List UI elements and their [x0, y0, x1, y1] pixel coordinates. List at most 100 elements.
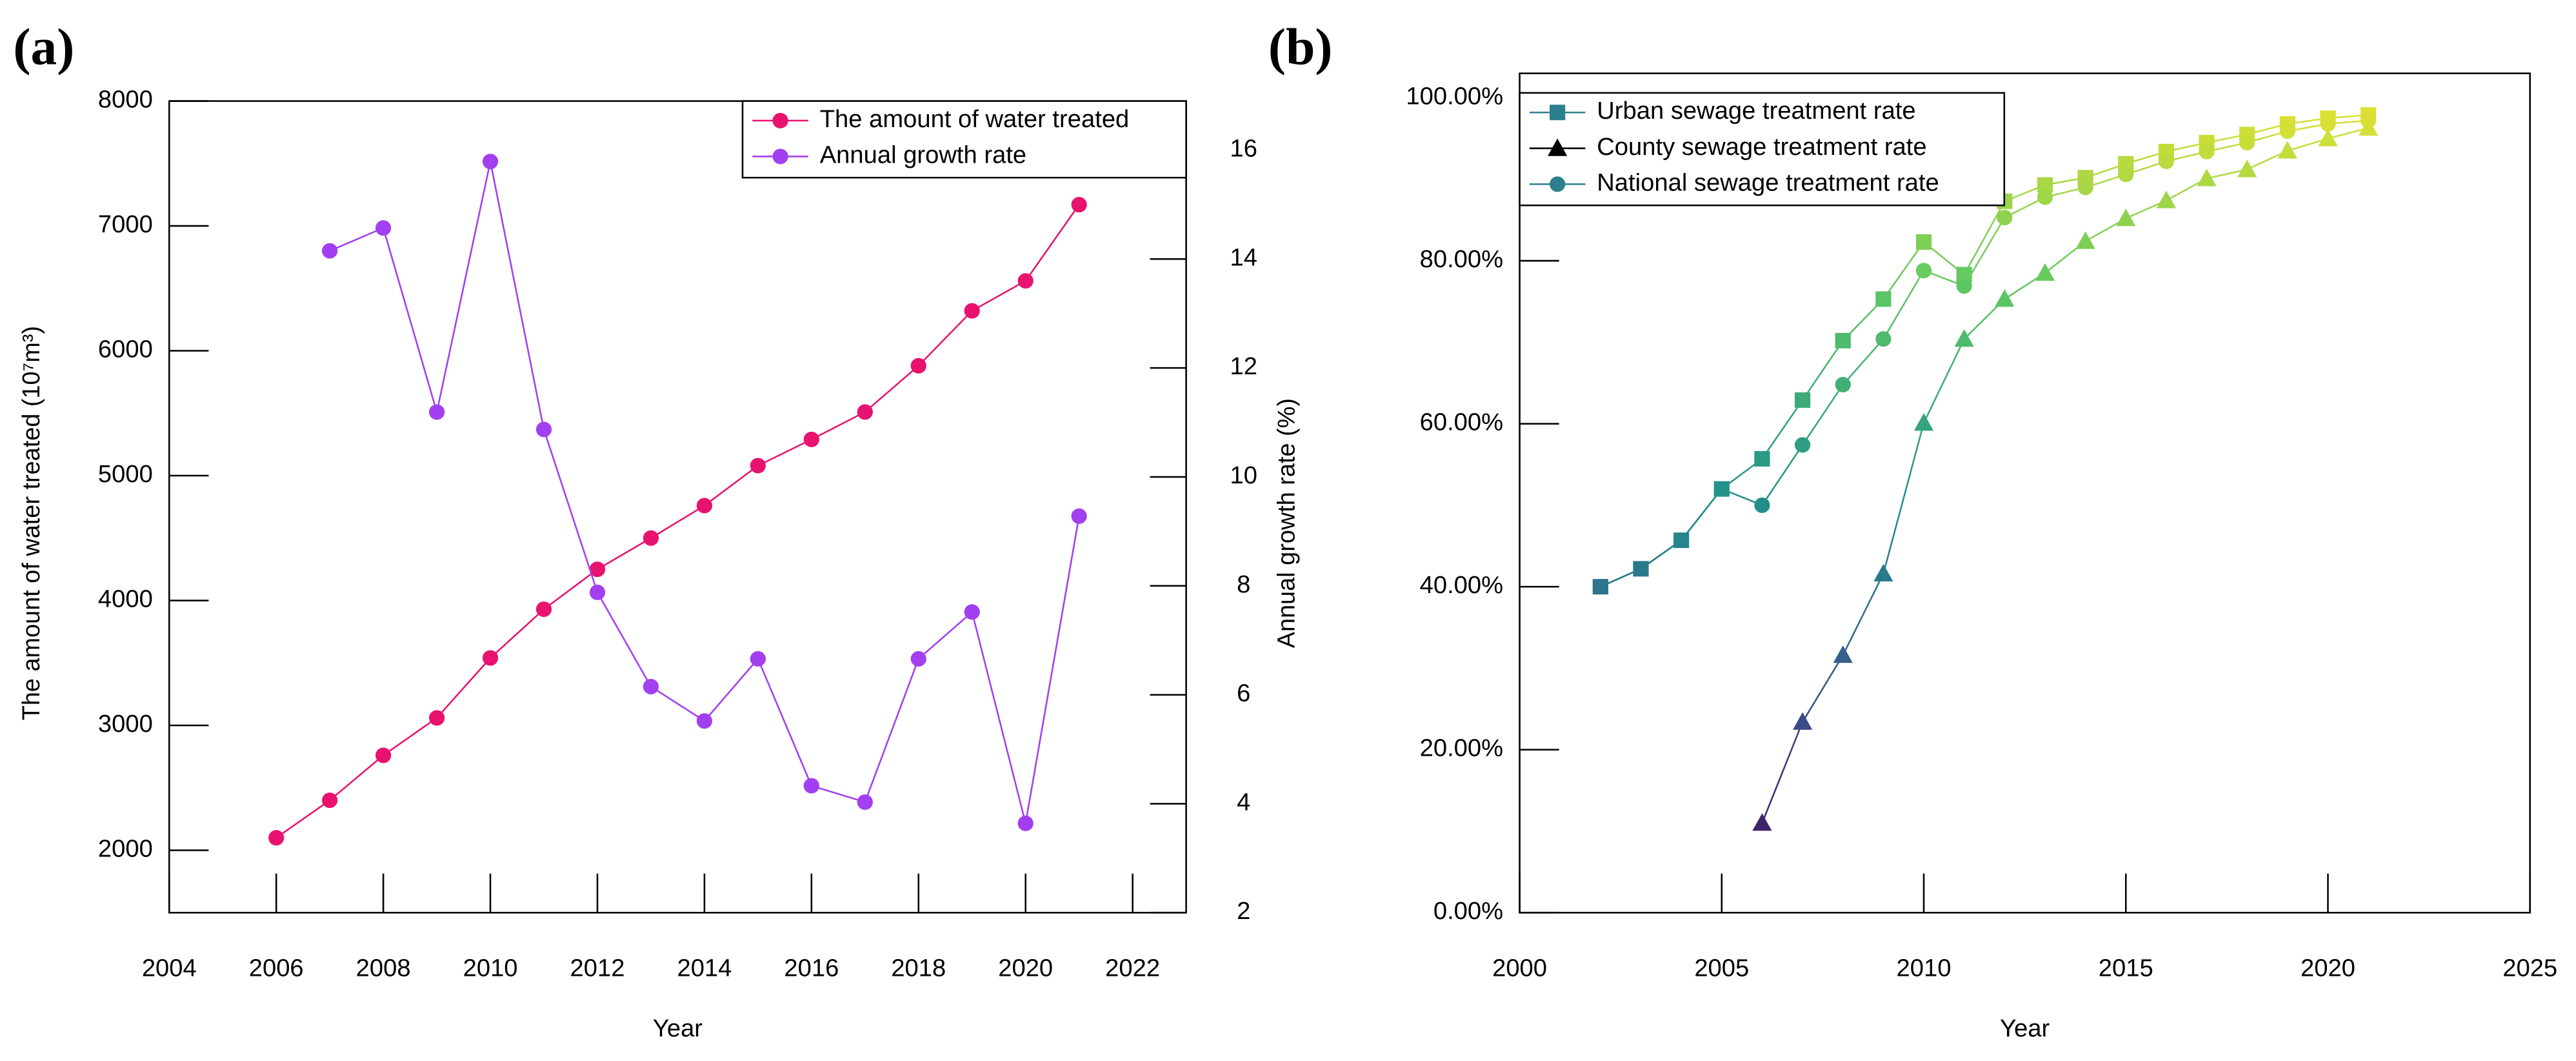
marker — [2197, 168, 2217, 187]
x-tick-label: 2014 — [677, 955, 732, 982]
marker — [268, 830, 285, 846]
y-tick-label: 8000 — [98, 86, 153, 114]
marker — [1071, 197, 1087, 213]
x-axis-label: Year — [2000, 1015, 2050, 1042]
legend-marker — [1550, 176, 1566, 192]
marker — [1071, 508, 1087, 524]
legend-label: National sewage treatment rate — [1597, 170, 1939, 197]
marker — [535, 421, 552, 438]
marker — [1997, 210, 2013, 226]
x-tick-label: 2005 — [1694, 955, 1749, 982]
marker — [1954, 329, 1974, 347]
marker — [2237, 159, 2257, 177]
marker — [2077, 179, 2093, 196]
marker — [643, 530, 659, 546]
y-tick-label: 5000 — [98, 461, 153, 488]
marker — [2158, 154, 2174, 170]
marker — [429, 404, 445, 420]
marker — [910, 358, 926, 374]
legend-marker — [772, 148, 788, 165]
legend-marker — [772, 112, 788, 128]
x-tick-label: 2010 — [1897, 955, 1952, 982]
y-axis-label: The amount of water treated (10⁷m³) — [18, 326, 45, 720]
marker — [2118, 167, 2134, 183]
marker — [1875, 331, 1892, 347]
y-tick-label: 0.00% — [1433, 898, 1503, 925]
marker — [750, 458, 766, 474]
marker — [1913, 413, 1934, 431]
marker — [1673, 532, 1690, 549]
marker — [1835, 376, 1851, 392]
marker — [1713, 481, 1730, 497]
marker — [1754, 497, 1770, 513]
marker — [375, 220, 392, 236]
y-tick-label: 7000 — [98, 211, 153, 238]
plot-frame — [168, 100, 1187, 914]
marker — [2320, 116, 2336, 132]
y2-tick-label: 2 — [1237, 898, 1250, 925]
marker — [1915, 263, 1932, 279]
x-tick-label: 2020 — [998, 955, 1053, 982]
marker — [2277, 141, 2297, 159]
y-tick-label: 80.00% — [1420, 246, 1503, 273]
marker — [2279, 123, 2295, 139]
y2-tick-label: 12 — [1230, 353, 1257, 380]
marker — [1752, 813, 1772, 831]
marker — [1995, 289, 2015, 307]
series-line — [275, 204, 1080, 839]
y-tick-label: 4000 — [98, 586, 153, 613]
marker — [322, 793, 338, 809]
marker — [964, 604, 980, 620]
marker — [1754, 450, 1770, 467]
legend-label: County sewage treatment rate — [1597, 134, 1926, 161]
y2-tick-label: 4 — [1237, 789, 1250, 816]
marker — [2075, 231, 2095, 249]
y2-tick-label: 10 — [1230, 462, 1257, 489]
marker — [643, 678, 659, 694]
marker — [1633, 561, 1649, 577]
x-tick-label: 2012 — [570, 955, 625, 982]
marker — [803, 431, 819, 447]
marker — [589, 584, 606, 600]
marker — [857, 404, 873, 420]
x-tick-label: 2020 — [2301, 955, 2355, 982]
legend-box — [1519, 92, 2006, 207]
y2-axis-label: Annual growth rate (%) — [1273, 398, 1300, 648]
x-axis-label: Year — [653, 1015, 703, 1042]
legend-label: The amount of water treated — [820, 106, 1130, 133]
marker — [1792, 712, 1813, 730]
x-tick-label: 2004 — [142, 955, 197, 982]
legend-label: Annual growth rate — [820, 142, 1026, 169]
marker — [1915, 234, 1932, 250]
marker — [1875, 291, 1892, 307]
marker — [750, 651, 766, 667]
marker — [535, 601, 552, 618]
marker — [2239, 134, 2255, 150]
x-tick-label: 2008 — [356, 955, 411, 982]
y2-tick-label: 8 — [1237, 571, 1250, 598]
panel-label: (a) — [13, 18, 74, 76]
marker — [1835, 332, 1851, 349]
y-tick-label: 40.00% — [1420, 572, 1503, 599]
marker — [1794, 437, 1811, 453]
y-tick-label: 2000 — [98, 836, 153, 863]
marker — [2156, 190, 2176, 208]
series-line — [1761, 127, 2369, 824]
marker — [1833, 645, 1853, 663]
legend-marker — [1548, 138, 1568, 156]
y2-tick-label: 14 — [1230, 244, 1257, 271]
marker — [1017, 273, 1033, 289]
marker — [482, 154, 499, 170]
legend-label: Urban sewage treatment rate — [1597, 97, 1915, 125]
y2-tick-label: 6 — [1237, 680, 1250, 707]
y-tick-label: 100.00% — [1406, 83, 1503, 110]
marker — [1794, 392, 1811, 408]
plot-frame — [1519, 72, 2531, 914]
y2-tick-label: 16 — [1230, 136, 1257, 163]
y-tick-label: 3000 — [98, 711, 153, 738]
marker — [696, 713, 713, 729]
marker — [803, 778, 819, 794]
y-tick-label: 20.00% — [1420, 735, 1503, 762]
panel-label: (b) — [1268, 18, 1333, 76]
